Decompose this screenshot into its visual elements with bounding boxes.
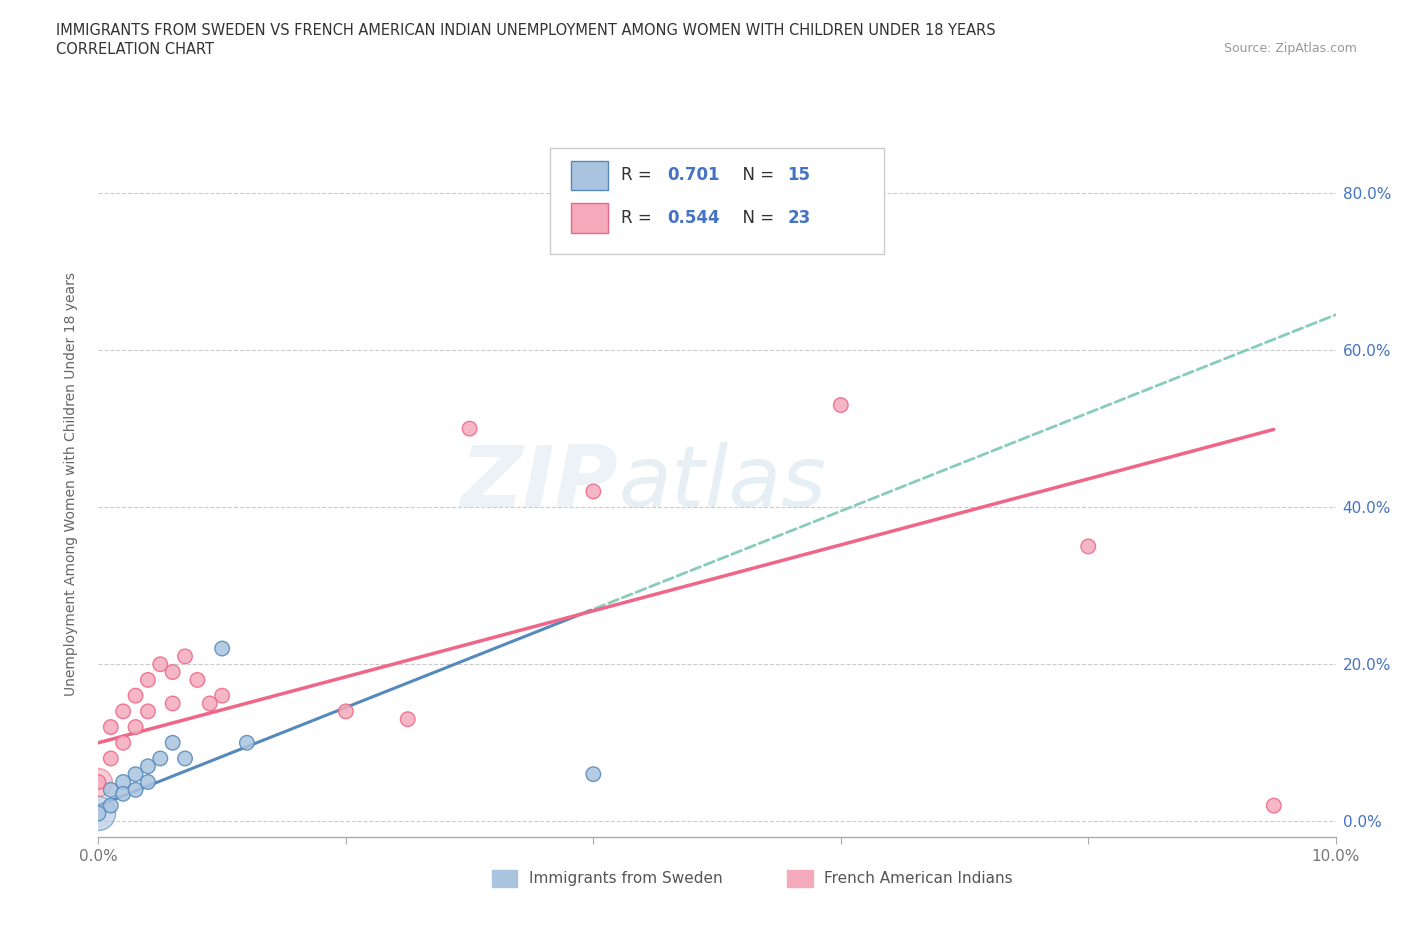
Text: N =: N =: [733, 166, 779, 184]
Point: [582, 484, 605, 498]
Point: [87, 775, 110, 790]
Text: Source: ZipAtlas.com: Source: ZipAtlas.com: [1223, 42, 1357, 55]
Point: [100, 720, 122, 735]
Point: [124, 766, 146, 781]
Text: atlas: atlas: [619, 442, 827, 525]
Point: [396, 711, 419, 726]
Point: [87, 806, 110, 821]
Point: [186, 672, 208, 687]
Text: CORRELATION CHART: CORRELATION CHART: [56, 42, 214, 57]
Point: [149, 657, 172, 671]
Point: [830, 398, 852, 413]
Text: Immigrants from Sweden: Immigrants from Sweden: [529, 871, 723, 886]
Point: [87, 775, 110, 790]
Point: [211, 641, 233, 656]
Point: [136, 672, 159, 687]
Point: [136, 704, 159, 719]
Point: [162, 665, 184, 680]
Point: [211, 688, 233, 703]
Bar: [492, 870, 517, 887]
Text: French American Indians: French American Indians: [824, 871, 1012, 886]
Text: ZIP: ZIP: [460, 442, 619, 525]
FancyBboxPatch shape: [550, 148, 884, 254]
Text: R =: R =: [620, 166, 657, 184]
Bar: [787, 870, 813, 887]
Point: [112, 775, 135, 790]
Point: [100, 751, 122, 766]
Y-axis label: Unemployment Among Women with Children Under 18 years: Unemployment Among Women with Children U…: [63, 272, 77, 696]
Point: [162, 736, 184, 751]
Text: 15: 15: [787, 166, 811, 184]
Point: [112, 704, 135, 719]
Point: [582, 766, 605, 781]
Point: [124, 720, 146, 735]
Text: IMMIGRANTS FROM SWEDEN VS FRENCH AMERICAN INDIAN UNEMPLOYMENT AMONG WOMEN WITH C: IMMIGRANTS FROM SWEDEN VS FRENCH AMERICA…: [56, 23, 995, 38]
Point: [174, 751, 197, 766]
Text: 0.701: 0.701: [668, 166, 720, 184]
Point: [1263, 798, 1285, 813]
Point: [136, 759, 159, 774]
Point: [458, 421, 481, 436]
FancyBboxPatch shape: [571, 203, 609, 232]
Point: [112, 787, 135, 802]
Text: 23: 23: [787, 209, 811, 227]
Point: [236, 736, 259, 751]
Point: [162, 696, 184, 711]
Text: N =: N =: [733, 209, 779, 227]
Point: [100, 782, 122, 797]
Point: [100, 798, 122, 813]
Point: [124, 688, 146, 703]
Point: [335, 704, 357, 719]
FancyBboxPatch shape: [571, 161, 609, 191]
Point: [124, 782, 146, 797]
Text: 0.544: 0.544: [668, 209, 720, 227]
Point: [1077, 539, 1099, 554]
Point: [87, 806, 110, 821]
Point: [198, 696, 221, 711]
Point: [112, 736, 135, 751]
Point: [136, 775, 159, 790]
Point: [174, 649, 197, 664]
Text: R =: R =: [620, 209, 657, 227]
Point: [149, 751, 172, 766]
